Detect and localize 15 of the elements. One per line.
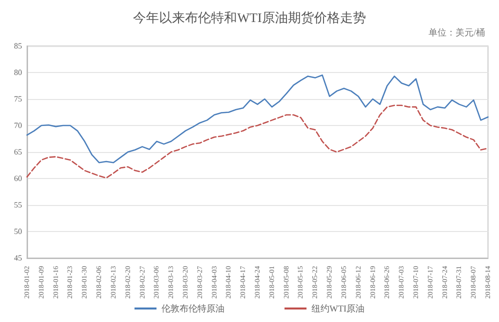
y-tick-label: 60 (14, 174, 22, 183)
y-tick-label: 50 (14, 227, 22, 236)
y-tick-label: 75 (14, 94, 22, 104)
y-tick-label: 45 (14, 254, 22, 262)
y-tick-label: 55 (14, 200, 22, 210)
chart-title: 今年以来布伦特和WTI原油期货价格走势 (133, 10, 366, 25)
line-series (26, 104, 489, 179)
legend-label: 伦敦布伦特原油 (162, 304, 225, 314)
text: 单位：美元/桶 (428, 28, 486, 38)
y-tick-label: 65 (14, 148, 22, 156)
legend-label: 纽约WTI原油 (312, 304, 365, 314)
line-series (26, 74, 489, 164)
y-tick-label: 85 (14, 42, 22, 50)
y-tick-label: 70 (14, 121, 22, 130)
y-tick-label: 80 (14, 68, 22, 77)
